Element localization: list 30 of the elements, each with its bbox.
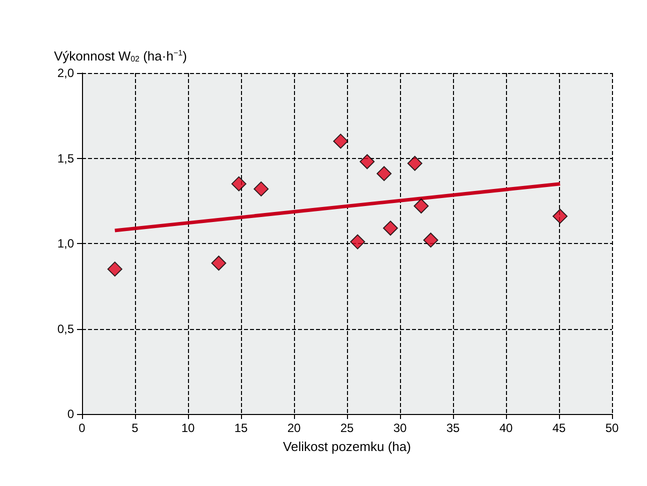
point — [231, 176, 246, 192]
point — [350, 234, 366, 250]
x-axis-title: Velikost pozemku (ha) — [283, 439, 411, 454]
x-tick-label: 10 — [181, 421, 195, 435]
y-tick-label: 0 — [67, 407, 74, 421]
x-tick-label: 0 — [78, 421, 86, 435]
x-tick-label: 30 — [393, 421, 407, 435]
x-tick-label: 35 — [446, 421, 460, 435]
y-tick-label: 1,0 — [57, 236, 74, 250]
point — [552, 208, 568, 224]
point — [376, 166, 392, 182]
y-tick-label: 0,5 — [57, 322, 74, 336]
point — [423, 232, 438, 248]
x-tick-label: 5 — [132, 421, 139, 435]
y-tick-label: 1,5 — [57, 151, 74, 166]
x-tick-label: 20 — [287, 421, 301, 435]
point — [407, 156, 422, 171]
point — [382, 220, 398, 236]
point — [360, 154, 375, 170]
x-tick-label: 50 — [605, 421, 619, 435]
point — [333, 134, 348, 149]
point — [254, 181, 269, 196]
x-tick-label: 15 — [234, 421, 248, 435]
x-tick-label: 40 — [499, 421, 513, 435]
x-tick-label: 45 — [552, 421, 566, 435]
point — [107, 262, 122, 277]
x-tick-label: 25 — [340, 421, 354, 435]
point — [211, 256, 226, 271]
y-tick-label: 2,0 — [57, 66, 74, 80]
point — [414, 198, 429, 214]
